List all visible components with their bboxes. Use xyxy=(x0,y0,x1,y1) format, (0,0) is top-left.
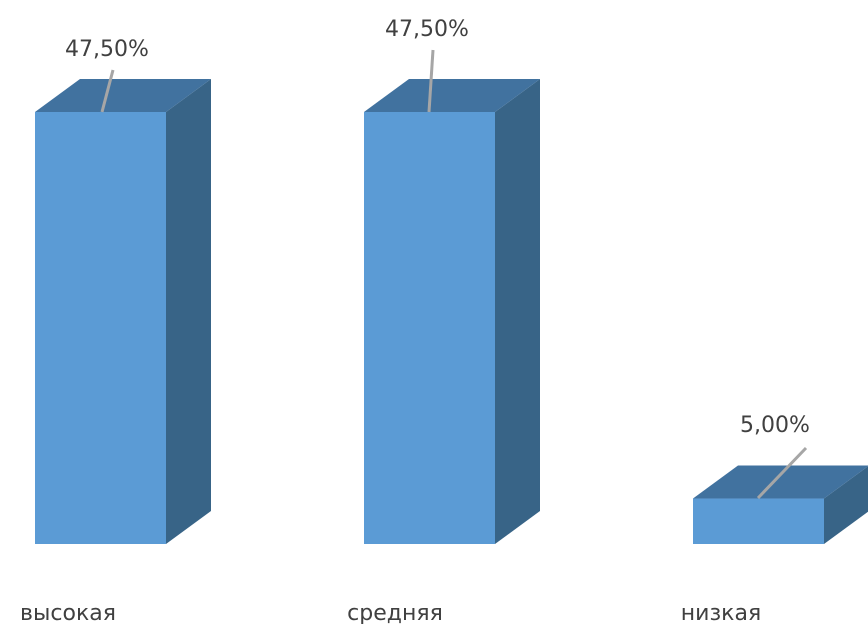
bar-side-face xyxy=(166,79,211,544)
bar-top-face xyxy=(364,79,540,112)
data-label: 5,00% xyxy=(740,413,810,438)
bar-3 xyxy=(693,465,868,544)
bar-front-face xyxy=(693,498,824,544)
data-label-leader-line xyxy=(756,446,808,500)
category-label: средняя xyxy=(347,601,443,624)
bar-front-face xyxy=(364,112,495,544)
data-label: 47,50% xyxy=(65,37,149,62)
data-label-leader-line xyxy=(427,49,435,113)
bar-top-face xyxy=(35,79,211,112)
category-label: низкая xyxy=(681,601,761,624)
bar-front-face xyxy=(35,112,166,544)
data-label: 47,50% xyxy=(385,17,469,42)
category-label: высокая xyxy=(20,601,116,624)
bar-2 xyxy=(364,79,540,544)
bar-1 xyxy=(35,79,211,544)
bar-side-face xyxy=(495,79,540,544)
bar-top-face xyxy=(693,465,868,499)
data-label-leader-line xyxy=(100,69,115,113)
bar-side-face xyxy=(824,466,868,544)
